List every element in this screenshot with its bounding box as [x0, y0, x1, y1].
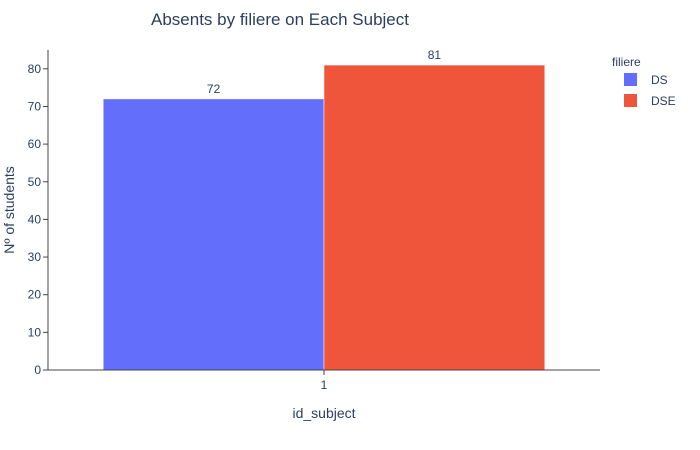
y-axis-ticks: 0 10 20 30 40 50 60 70 80	[28, 62, 48, 377]
legend-label: DSE	[651, 94, 676, 108]
y-axis-title: Nº of students	[1, 166, 17, 254]
bar-ds[interactable]	[102, 98, 325, 371]
x-tick-label: 1	[321, 378, 328, 392]
legend-title: filiere	[612, 55, 641, 69]
y-tick-label: 70	[28, 99, 42, 113]
legend-swatch	[624, 73, 637, 86]
legend-swatch	[624, 94, 637, 107]
chart-title: Absents by filiere on Each Subject	[151, 10, 409, 29]
data-label-ds: 72	[207, 82, 221, 96]
legend-item-ds[interactable]: DS	[624, 73, 668, 87]
y-tick-label: 20	[28, 288, 42, 302]
legend-item-dse[interactable]: DSE	[624, 94, 676, 108]
bars	[102, 64, 546, 371]
x-axis-title: id_subject	[292, 405, 355, 421]
x-axis-ticks: 1	[321, 370, 328, 392]
y-tick-label: 0	[34, 363, 41, 377]
y-tick-label: 50	[28, 175, 42, 189]
data-label-dse: 81	[428, 48, 442, 62]
y-tick-label: 10	[28, 325, 42, 339]
y-tick-label: 40	[28, 212, 42, 226]
y-tick-label: 30	[28, 250, 42, 264]
y-tick-label: 60	[28, 137, 42, 151]
legend: filiere DS DSE	[612, 55, 676, 108]
y-tick-label: 80	[28, 62, 42, 76]
legend-label: DS	[651, 73, 668, 87]
bar-dse[interactable]	[323, 64, 546, 371]
data-labels: 72 81	[207, 48, 441, 96]
